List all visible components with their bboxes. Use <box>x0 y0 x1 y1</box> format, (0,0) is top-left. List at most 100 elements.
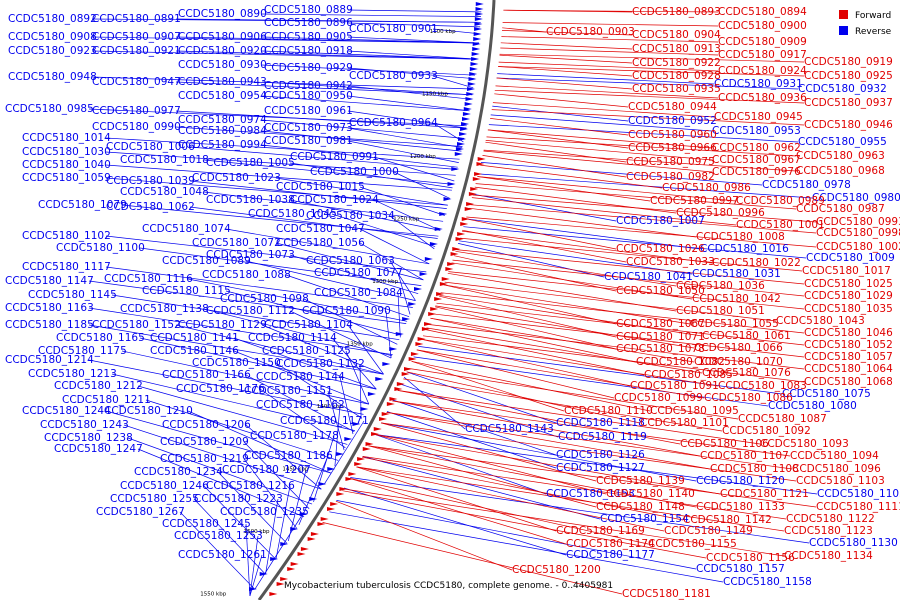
gene-label: CCDC5180_1005 <box>206 157 295 169</box>
gene-connector-line <box>329 511 724 583</box>
gene-arrow <box>309 497 318 501</box>
gene-label: CCDC5180_0908 <box>8 31 97 43</box>
gene-label: CCDC5180_0974 <box>178 114 267 126</box>
gene-arrow <box>379 417 388 421</box>
gene-arrow <box>475 2 484 6</box>
gene-label: CCDC5180_1063 <box>306 255 395 267</box>
gene-connector-line <box>289 310 392 359</box>
gene-arrow <box>318 482 327 486</box>
gene-connector-line <box>261 324 384 375</box>
gene-label: CCDC5180_0890 <box>178 8 267 20</box>
gene-arrow <box>450 252 459 256</box>
gene-label: CCDC5180_0906 <box>178 31 267 43</box>
gene-label: CCDC5180_1111 <box>816 501 900 513</box>
gene-label: CCDC5180_1098 <box>220 293 309 305</box>
gene-label: CCDC5180_1207 <box>222 464 311 476</box>
gene-label: CCDC5180_0935 <box>632 83 721 95</box>
gene-label: CCDC5180_1039 <box>106 175 195 187</box>
gene-connector-line <box>347 95 470 112</box>
gene-connector-line <box>502 22 719 27</box>
gene-connector-line <box>347 67 475 80</box>
gene-connector-line <box>327 390 345 451</box>
genome-backbone <box>257 0 496 600</box>
gene-arrow <box>297 552 306 556</box>
gene-connector-line <box>498 61 719 72</box>
gene-arrow <box>362 447 371 451</box>
gene-label: CCDC5180_1162 <box>256 399 345 411</box>
gene-label: CCDC5180_1087 <box>738 413 827 425</box>
gene-connector-line <box>374 434 721 495</box>
gene-arrow <box>469 72 478 76</box>
gene-connector-line <box>243 458 297 529</box>
gene-connector-line <box>497 73 715 85</box>
gene-connector-line <box>175 50 478 60</box>
gene-connector-line <box>343 488 785 557</box>
gene-arrow <box>461 122 470 126</box>
gene-connector-line <box>430 317 637 363</box>
gene-label: CCDC5180_0963 <box>796 150 885 162</box>
gene-arrow <box>290 527 299 531</box>
gene-connector-line <box>471 197 737 226</box>
gene-arrow <box>348 472 357 476</box>
gene-label: CCDC5180_0948 <box>8 71 97 83</box>
gene-connector-line <box>480 164 663 189</box>
gene-connector-line <box>362 456 787 520</box>
gene-label: CCDC5180_0987 <box>796 203 885 215</box>
gene-connector-line <box>432 313 805 358</box>
gene-connector-line <box>397 272 411 315</box>
gene-label: CCDC5180_1083 <box>718 380 807 392</box>
gene-label: CCDC5180_1040 <box>22 159 111 171</box>
gene-arrow <box>290 562 299 566</box>
gene-connector-line <box>495 85 719 99</box>
gene-label: CCDC5180_0893 <box>632 6 721 18</box>
gene-connector-line <box>380 422 797 482</box>
gene-arrow <box>371 432 380 436</box>
gene-label: CCDC5180_1079 <box>38 199 127 211</box>
gene-label: CCDC5180_1126 <box>556 449 645 461</box>
gene-label: CCDC5180_1120 <box>696 475 785 487</box>
gene-label: CCDC5180_1121 <box>720 488 809 500</box>
gene-label: CCDC5180_0961 <box>264 105 353 117</box>
gene-label: CCDC5180_0889 <box>264 4 353 16</box>
gene-label: CCDC5180_1072 <box>192 237 281 249</box>
gene-arrow <box>344 437 353 441</box>
gene-label: CCDC5180_1095 <box>650 405 739 417</box>
gene-arrow <box>410 352 419 356</box>
gene-label: CCDC5180_1153 <box>546 488 635 500</box>
gene-label: CCDC5180_0954 <box>178 90 267 102</box>
gene-connector-line <box>331 337 377 390</box>
gene-label: CCDC5180_1018 <box>120 154 209 166</box>
gene-arrow <box>468 77 477 81</box>
gene-label: CCDC5180_1092 <box>722 425 811 437</box>
gene-label: CCDC5180_0936 <box>718 92 807 104</box>
gene-arrow <box>424 322 433 326</box>
gene-connector-line <box>345 350 370 405</box>
gene-connector-line <box>458 243 605 278</box>
gene-arrow <box>451 167 460 171</box>
gene-connector-line <box>105 235 427 273</box>
gene-connector-line <box>392 400 791 457</box>
gene-connector-line <box>427 324 805 370</box>
gene-label: CCDC5180_1123 <box>784 525 873 537</box>
gene-label: CCDC5180_1074 <box>142 223 231 235</box>
gene-label: CCDC5180_1085 <box>644 369 733 381</box>
gene-connector-line <box>289 199 441 231</box>
gene-label: CCDC5180_0994 <box>178 139 267 151</box>
gene-label: CCDC5180_1031 <box>692 268 781 280</box>
gene-label: CCDC5180_1149 <box>664 525 753 537</box>
gene-connector-line <box>145 399 339 461</box>
gene-connector-line <box>483 149 797 172</box>
gene-connector-line <box>463 226 807 259</box>
gene-label: CCDC5180_1115 <box>142 285 231 297</box>
gene-label: CCDC5180_1076 <box>702 367 791 379</box>
gene-label: CCDC5180_1119 <box>558 431 647 443</box>
gene-label: CCDC5180_1148 <box>596 501 685 513</box>
gene-connector-line <box>496 77 633 90</box>
gene-label: CCDC5180_0981 <box>264 135 353 147</box>
gene-label: CCDC5180_1146 <box>150 345 239 357</box>
gene-label: CCDC5180_1140 <box>606 488 695 500</box>
gene-label: CCDC5180_1178 <box>250 430 339 442</box>
gene-connector-line <box>368 445 697 508</box>
gene-label: CCDC5180_1064 <box>804 363 893 375</box>
gene-label: CCDC5180_0993 <box>816 216 900 228</box>
